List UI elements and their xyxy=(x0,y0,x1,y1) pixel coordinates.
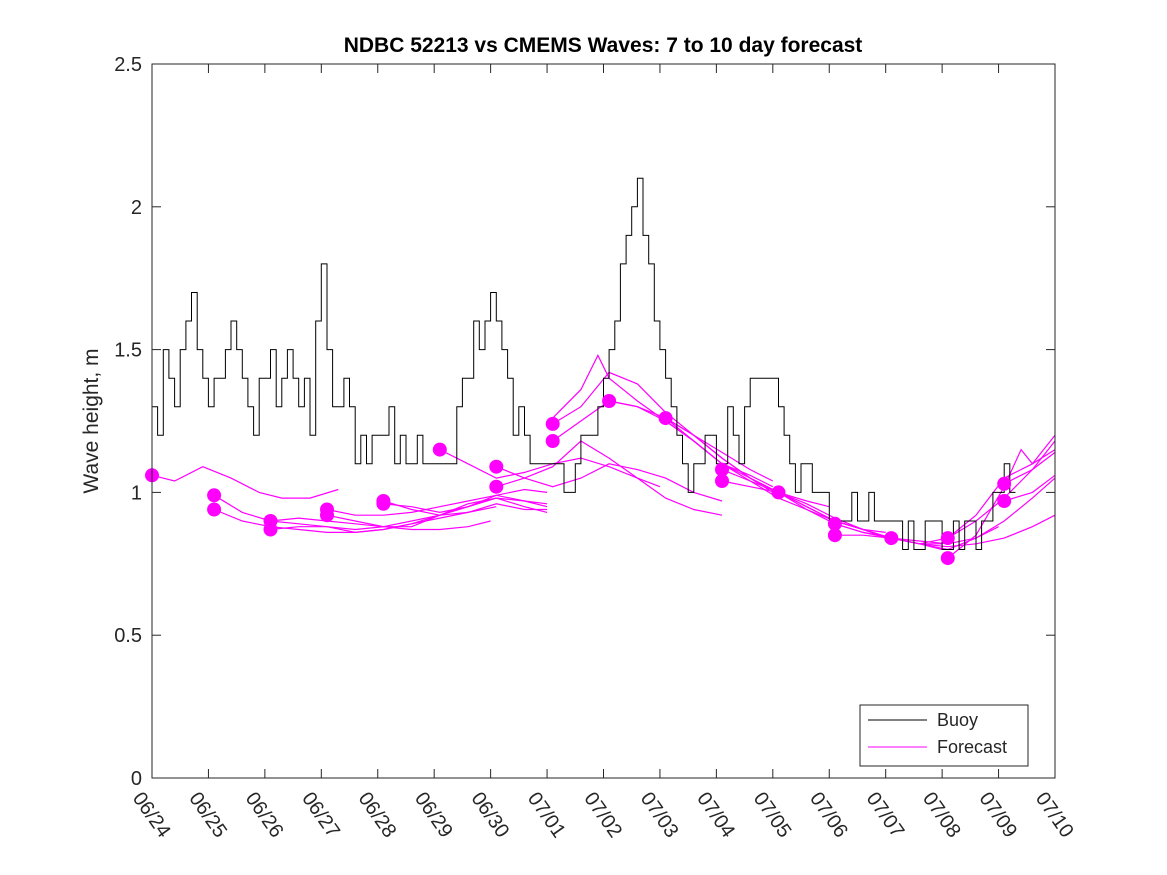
y-tick-label-4: 2 xyxy=(131,197,142,219)
forecast-marker-12 xyxy=(546,417,559,430)
legend-label-buoy: Buoy xyxy=(937,710,978,730)
forecast-marker-23 xyxy=(941,552,954,565)
y-tick-label-1: 0.5 xyxy=(114,625,142,647)
forecast-marker-2 xyxy=(208,503,221,516)
forecast-marker-24 xyxy=(998,477,1011,490)
forecast-marker-22 xyxy=(941,532,954,545)
forecast-marker-20 xyxy=(828,529,841,542)
forecast-marker-25 xyxy=(998,495,1011,508)
forecast-marker-1 xyxy=(208,489,221,502)
forecast-marker-6 xyxy=(321,509,334,522)
chart-legend: Buoy Forecast xyxy=(860,705,1028,766)
forecast-marker-13 xyxy=(546,435,559,448)
y-axis-label: Wave height, m xyxy=(80,348,103,493)
legend-label-forecast: Forecast xyxy=(937,737,1007,757)
chart-title: NDBC 52213 vs CMEMS Waves: 7 to 10 day f… xyxy=(344,34,863,57)
y-tick-label-5: 2.5 xyxy=(114,54,142,76)
forecast-marker-8 xyxy=(377,497,390,510)
forecast-marker-10 xyxy=(490,460,503,473)
y-tick-label-0: 0 xyxy=(131,768,142,790)
forecast-marker-21 xyxy=(885,532,898,545)
forecast-marker-11 xyxy=(490,480,503,493)
y-tick-label-2: 1 xyxy=(131,482,142,504)
forecast-marker-17 xyxy=(716,475,729,488)
y-tick-label-3: 1.5 xyxy=(114,340,142,362)
forecast-marker-14 xyxy=(603,395,616,408)
forecast-marker-9 xyxy=(433,443,446,456)
wave-height-chart: NDBC 52213 vs CMEMS Waves: 7 to 10 day f… xyxy=(0,0,1167,875)
forecast-marker-18 xyxy=(772,486,785,499)
forecast-marker-15 xyxy=(659,412,672,425)
forecast-marker-4 xyxy=(264,523,277,536)
